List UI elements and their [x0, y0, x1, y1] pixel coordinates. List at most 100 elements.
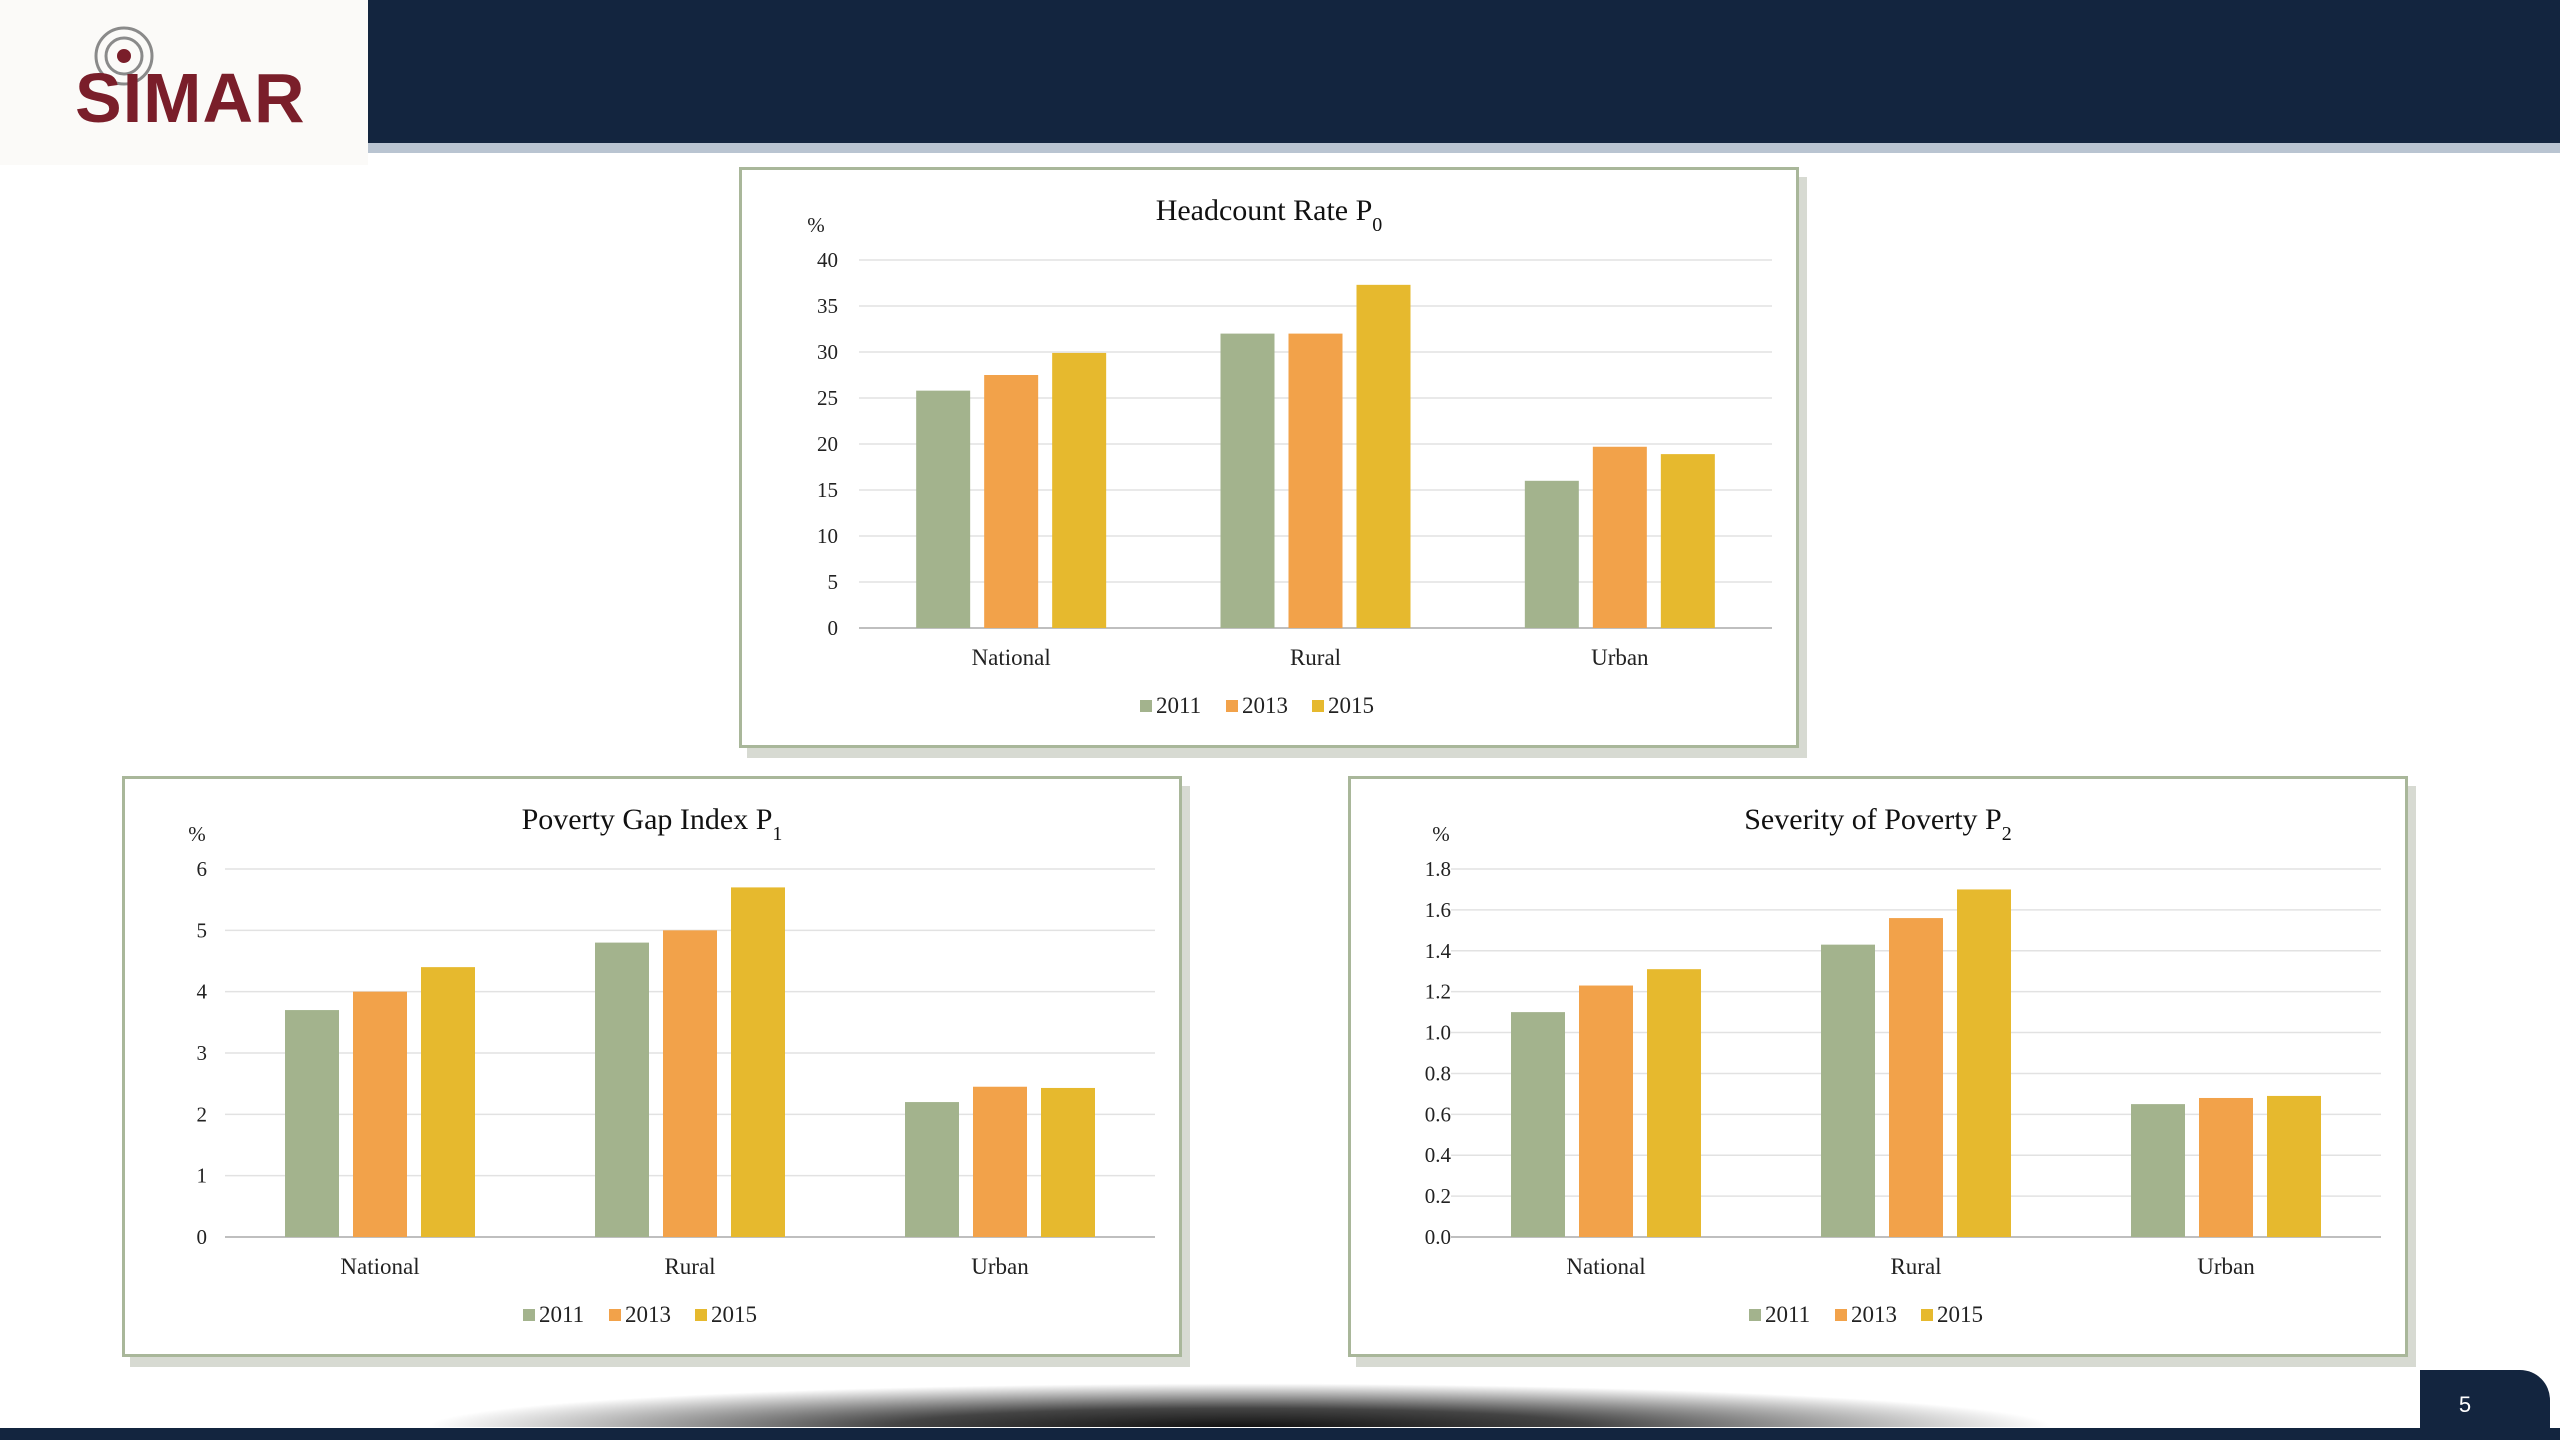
- y-tick-label: 0.6: [1425, 1102, 1451, 1126]
- chart-title: Headcount Rate P0: [1156, 194, 1383, 236]
- bar-2013-national: [1579, 985, 1633, 1237]
- page-number: 5: [2458, 1392, 2472, 1417]
- legend-swatch-2011: [523, 1309, 535, 1321]
- y-tick-label: 40: [817, 248, 838, 272]
- footer-bar: [0, 1428, 2560, 1440]
- legend-label: 2011: [539, 1302, 584, 1327]
- chart-title: Severity of Poverty P2: [1744, 803, 2011, 845]
- y-tick-label: 10: [817, 524, 838, 548]
- legend-label: 2015: [1937, 1302, 1983, 1327]
- bar-2015-rural: [1957, 889, 2011, 1237]
- target-icon: [94, 26, 154, 86]
- y-tick-label: 0: [828, 616, 839, 640]
- bar-2011-rural: [595, 942, 649, 1237]
- bar-2013-rural: [1288, 333, 1343, 628]
- y-tick-label: 30: [817, 340, 838, 364]
- x-category-label: Urban: [1591, 645, 1649, 670]
- x-category-label: National: [1566, 1254, 1645, 1279]
- chart-title: Poverty Gap Index P1: [522, 803, 783, 845]
- y-tick-label: 5: [828, 570, 839, 594]
- chart-title-subscript: 1: [772, 823, 782, 845]
- legend-label: 2011: [1156, 693, 1201, 718]
- poverty-gap-chart: Poverty Gap Index P1% 0 1 2 3 4 5 6 National Rura…: [188, 803, 1155, 1327]
- legend-label: 2013: [625, 1302, 671, 1327]
- y-tick-label: 1.0: [1425, 1021, 1451, 1045]
- y-tick-label: 15: [817, 478, 838, 502]
- footer-swoosh: [420, 1383, 2060, 1427]
- x-category-label: Rural: [664, 1254, 715, 1279]
- header-bar: [368, 0, 2560, 143]
- header-divider: [368, 143, 2560, 153]
- bar-2013-national: [353, 991, 407, 1237]
- legend-swatch-2011: [1749, 1309, 1761, 1321]
- y-tick-label: 0: [197, 1225, 208, 1249]
- bar-2015-urban: [1660, 454, 1715, 628]
- bar-2011-national: [285, 1010, 339, 1237]
- bar-2011-urban: [2131, 1104, 2185, 1237]
- legend-label: 2013: [1851, 1302, 1897, 1327]
- y-tick-label: 5: [197, 918, 208, 942]
- x-category-label: Urban: [971, 1254, 1029, 1279]
- bar-2015-national: [1647, 969, 1701, 1237]
- x-category-label: Urban: [2197, 1254, 2255, 1279]
- y-tick-label: 1: [197, 1164, 208, 1188]
- logo-text: SIMAR: [75, 59, 306, 137]
- y-tick-label: 0.8: [1425, 1061, 1451, 1085]
- y-tick-label: 0.4: [1425, 1143, 1452, 1167]
- logo-area: SIMAR: [0, 0, 368, 165]
- severity-chart: Severity of Poverty P2% 0.0 0.2 0.4 0.6 0.8 1.…: [1425, 803, 2381, 1327]
- bar-2011-national: [916, 390, 971, 628]
- y-tick-label: 35: [817, 294, 838, 318]
- y-tick-label: 1.2: [1425, 980, 1451, 1004]
- x-category-label: Rural: [1290, 645, 1341, 670]
- bar-2013-urban: [973, 1086, 1027, 1237]
- bar-2013-rural: [663, 930, 717, 1237]
- headcount-chart: Headcount Rate P0% 0 5 10 15 20 25 30 35 40 Nation…: [807, 194, 1772, 718]
- y-tick-label: 0.0: [1425, 1225, 1451, 1249]
- legend-label: 2011: [1765, 1302, 1810, 1327]
- severity-chart-panel: Severity of Poverty P2% 0.0 0.2 0.4 0.6 0.8 1.…: [1348, 776, 2408, 1357]
- y-tick-label: 6: [197, 857, 208, 881]
- x-category-label: Rural: [1890, 1254, 1941, 1279]
- y-tick-label: 4: [197, 980, 208, 1004]
- y-unit-label: %: [188, 822, 206, 846]
- bar-2013-urban: [2199, 1097, 2253, 1237]
- bar-2015-urban: [1041, 1087, 1095, 1237]
- y-tick-label: 25: [817, 386, 838, 410]
- legend-label: 2013: [1242, 693, 1288, 718]
- bar-2015-urban: [2267, 1095, 2321, 1237]
- y-tick-label: 0.2: [1425, 1184, 1451, 1208]
- chart-title-subscript: 2: [2002, 823, 2012, 845]
- legend-swatch-2015: [1312, 700, 1324, 712]
- legend-swatch-2015: [1921, 1309, 1933, 1321]
- y-tick-label: 1.6: [1425, 898, 1451, 922]
- y-tick-label: 1.4: [1425, 939, 1452, 963]
- legend-swatch-2015: [695, 1309, 707, 1321]
- bar-2011-urban: [905, 1102, 959, 1237]
- y-unit-label: %: [807, 213, 825, 237]
- legend-swatch-2011: [1140, 700, 1152, 712]
- bar-2011-rural: [1821, 944, 1875, 1237]
- legend-label: 2015: [1328, 693, 1374, 718]
- y-tick-label: 1.8: [1425, 857, 1451, 881]
- bar-2013-rural: [1889, 918, 1943, 1237]
- chart-title-subscript: 0: [1372, 214, 1382, 236]
- bar-2015-rural: [1356, 284, 1411, 628]
- bar-2011-rural: [1220, 333, 1275, 628]
- bar-2015-rural: [731, 887, 785, 1237]
- headcount-chart-panel: Headcount Rate P0% 0 5 10 15 20 25 30 35 40 Nation…: [739, 167, 1799, 748]
- y-tick-label: 20: [817, 432, 838, 456]
- legend-swatch-2013: [1226, 700, 1238, 712]
- y-tick-label: 3: [197, 1041, 208, 1065]
- legend-swatch-2013: [1835, 1309, 1847, 1321]
- x-category-label: National: [340, 1254, 419, 1279]
- legend-swatch-2013: [609, 1309, 621, 1321]
- bar-2015-national: [1052, 352, 1107, 628]
- page-number-tab: 5: [2420, 1370, 2550, 1440]
- legend-label: 2015: [711, 1302, 757, 1327]
- bar-2015-national: [421, 967, 475, 1237]
- y-unit-label: %: [1432, 822, 1450, 846]
- x-category-label: National: [972, 645, 1051, 670]
- poverty-gap-chart-panel: Poverty Gap Index P1% 0 1 2 3 4 5 6 National Rura…: [122, 776, 1182, 1357]
- bar-2013-national: [984, 375, 1039, 628]
